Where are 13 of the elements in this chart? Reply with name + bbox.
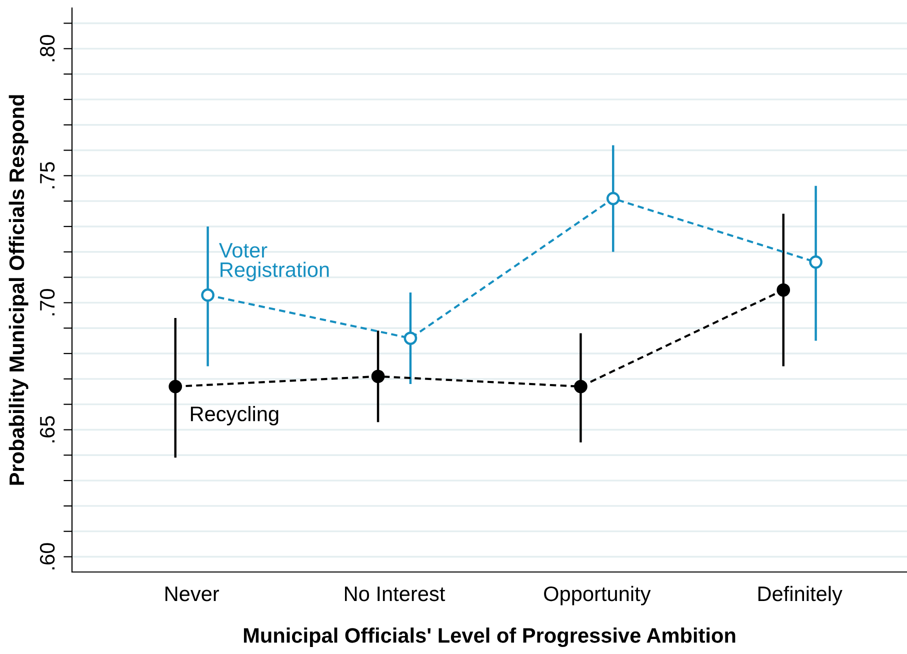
y-tick-label: .65 [40, 416, 55, 442]
y-tick-label: .75 [40, 162, 55, 188]
y-tick-label: .70 [40, 289, 55, 316]
x-tick-label: Never [166, 586, 220, 602]
x-axis-title: Municipal Officials' Level of Progressive Ambition [244, 628, 736, 648]
x-tick-label: Definitely [758, 586, 842, 606]
series-label: Voter Registration [218, 243, 329, 282]
x-tick-label: No Interest [345, 586, 446, 602]
x-tick-label: Opportunity [544, 586, 651, 606]
y-tick-label: .80 [40, 34, 55, 62]
y-axis-title: Probability Municipal Officials Respond [8, 95, 28, 485]
y-tick-label: .60 [40, 543, 55, 570]
series-label: Recycling [190, 406, 278, 426]
